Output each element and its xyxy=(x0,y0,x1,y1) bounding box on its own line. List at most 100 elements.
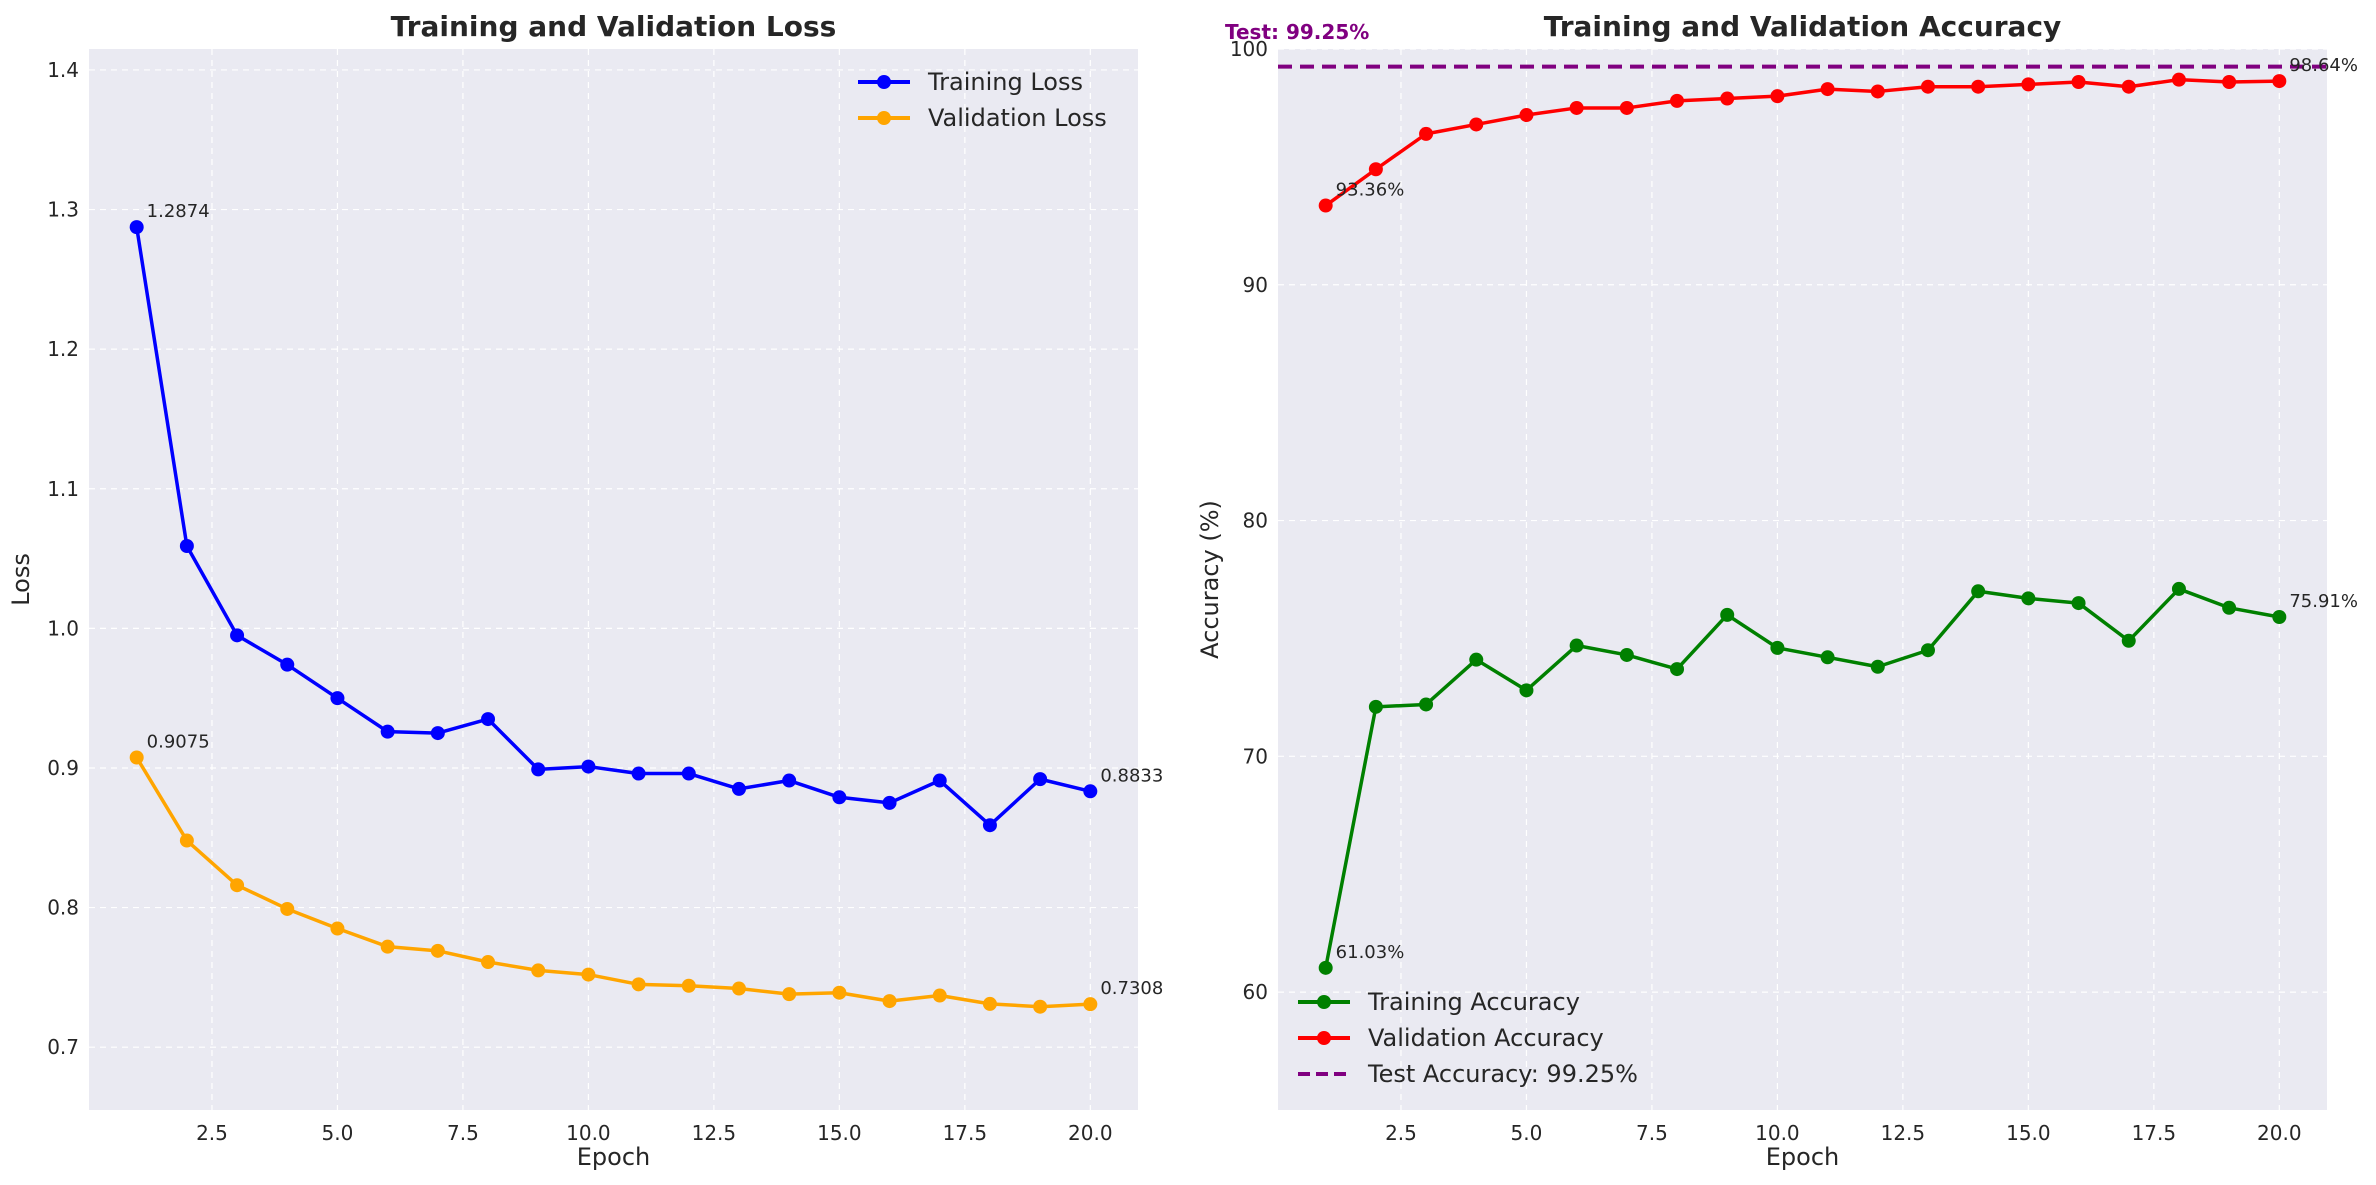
x-tick-label: 2.5 xyxy=(196,1121,228,1145)
data-point xyxy=(230,878,245,893)
data-point xyxy=(280,901,295,916)
y-tick-label: 1.2 xyxy=(47,337,79,361)
data-point xyxy=(1569,638,1584,653)
series-line xyxy=(134,226,1091,827)
x-tick-label: 7.5 xyxy=(1636,1121,1668,1145)
data-point xyxy=(982,818,997,833)
x-tick-label: 17.5 xyxy=(943,1121,988,1145)
data-point xyxy=(1670,662,1685,677)
legend-marker xyxy=(1317,995,1331,1009)
data-point xyxy=(2272,74,2287,89)
data-point xyxy=(1870,84,1885,99)
data-point xyxy=(1368,699,1383,714)
data-point xyxy=(1720,91,1735,106)
x-tick-label: 15.0 xyxy=(2006,1121,2051,1145)
data-point xyxy=(1469,117,1484,132)
x-axis-label: Epoch xyxy=(1766,1143,1840,1171)
data-label: 98.64% xyxy=(2289,55,2358,76)
data-point xyxy=(1619,100,1634,115)
data-point xyxy=(1419,697,1434,712)
y-tick-label: 70 xyxy=(1243,744,1268,768)
data-point xyxy=(430,943,445,958)
data-point xyxy=(2021,77,2036,92)
data-point xyxy=(832,985,847,1000)
chart-panel-accuracy: 2.5 5.0 7.5 10.0 12.5 15.0 17.5 20.0 60 70 80 90 100… xyxy=(1196,10,2358,1171)
data-point xyxy=(1770,640,1785,655)
data-point xyxy=(681,978,696,993)
plot-area xyxy=(1278,49,2327,1110)
data-point xyxy=(2171,581,2186,596)
legend-label: Training Loss xyxy=(927,68,1083,96)
series-line xyxy=(135,756,1091,1009)
data-point xyxy=(832,790,847,805)
data-point xyxy=(681,766,696,781)
legend: Training Accuracy Validation Accuracy Test… xyxy=(1298,988,1638,1088)
x-tick-label: 7.5 xyxy=(447,1121,479,1145)
data-point xyxy=(481,712,496,727)
data-point xyxy=(1720,607,1735,622)
data-point xyxy=(731,781,746,796)
data-label: 93.36% xyxy=(1336,180,1405,201)
data-point xyxy=(179,833,194,848)
series-line xyxy=(1323,587,2280,969)
y-tick-label: 0.7 xyxy=(47,1035,79,1059)
test-accuracy-label: Test: 99.25% xyxy=(1225,20,1369,44)
data-point xyxy=(1569,100,1584,115)
data-label: 0.8833 xyxy=(1100,765,1163,786)
chart-title: Training and Validation Accuracy xyxy=(1544,10,2062,43)
data-point xyxy=(2272,609,2287,624)
data-point xyxy=(1920,79,1935,94)
data-point xyxy=(129,220,144,235)
y-tick-label: 100 xyxy=(1230,37,1268,61)
data-point xyxy=(1519,108,1534,123)
legend-label: Training Accuracy xyxy=(1367,988,1580,1016)
x-tick-label: 10.0 xyxy=(1755,1121,1800,1145)
x-tick-label: 5.0 xyxy=(322,1121,354,1145)
data-point xyxy=(982,996,997,1011)
legend: Training Loss Validation Loss xyxy=(858,68,1107,132)
data-point xyxy=(280,657,295,672)
legend-label: Validation Loss xyxy=(928,104,1107,132)
data-point xyxy=(631,977,646,992)
data-label: 0.9075 xyxy=(147,731,210,752)
y-tick-label: 0.9 xyxy=(47,756,79,780)
y-tick-label: 1.4 xyxy=(47,58,79,82)
x-tick-label: 15.0 xyxy=(817,1121,862,1145)
data-point xyxy=(581,967,596,982)
data-point xyxy=(2021,591,2036,606)
series-line xyxy=(1324,77,2280,207)
legend-marker xyxy=(877,75,891,89)
data-point xyxy=(1419,126,1434,141)
x-tick-label: 10.0 xyxy=(566,1121,611,1145)
data-point xyxy=(882,994,897,1009)
data-point xyxy=(2071,75,2086,90)
y-tick-label: 80 xyxy=(1243,509,1268,533)
data-point xyxy=(581,759,596,774)
data-point xyxy=(179,538,194,553)
data-point xyxy=(1670,93,1685,108)
data-point xyxy=(230,628,245,643)
data-point xyxy=(1770,89,1785,104)
legend-label: Test Accuracy: 99.25% xyxy=(1367,1060,1638,1088)
data-point xyxy=(2222,75,2237,90)
data-point xyxy=(2121,633,2136,648)
y-tick-label: 1.0 xyxy=(47,616,79,640)
data-point xyxy=(782,987,797,1002)
data-point xyxy=(330,921,345,936)
data-point xyxy=(1318,960,1333,975)
data-point xyxy=(1368,162,1383,177)
data-label: 61.03% xyxy=(1336,942,1405,963)
data-point xyxy=(882,795,897,810)
data-point xyxy=(1820,82,1835,97)
data-point xyxy=(1083,784,1098,799)
data-label: 75.91% xyxy=(2289,591,2358,612)
data-point xyxy=(531,762,546,777)
data-point xyxy=(932,773,947,788)
data-point xyxy=(330,691,345,706)
data-label: 1.2874 xyxy=(147,201,210,222)
x-tick-label: 5.0 xyxy=(1511,1121,1543,1145)
x-tick-label: 12.5 xyxy=(1881,1121,1926,1145)
data-point xyxy=(129,750,144,765)
data-point xyxy=(631,766,646,781)
